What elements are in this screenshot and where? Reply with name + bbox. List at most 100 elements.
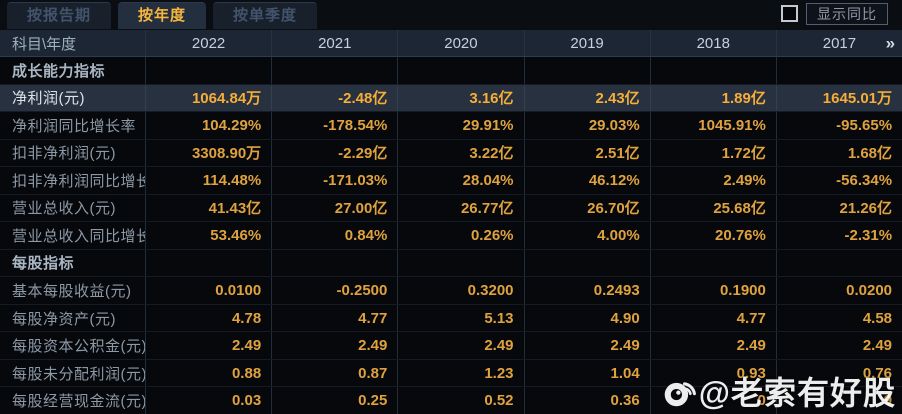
value-cell (649, 57, 776, 84)
value-cell: 25.68亿 (649, 194, 776, 222)
value-cell: 0.1900 (649, 277, 776, 304)
table-row: 每股资本公积金(元) 2.49 2.49 2.49 2.49 2.49 2.49 (0, 332, 902, 360)
table-row: 每股未分配利润(元) 0.88 0.87 1.23 1.04 0.93 0.76 (0, 359, 902, 388)
value-cell: 41.43亿 (145, 194, 271, 222)
row-label: 营业总收入同比增长率 (12, 227, 145, 245)
value-cell: 2.49 (649, 332, 776, 359)
row-label: 基本每股收益(元) (12, 283, 132, 301)
table-row: 扣非净利润同比增长率114.48%-171.03%28.04%46.12%2.4… (0, 167, 902, 195)
tab-by-quarter[interactable]: 按单季度 (213, 2, 318, 29)
value-cell: -56.34% (775, 167, 902, 194)
value-cell: 21.26亿 (775, 194, 902, 222)
value-cell: 29.91% (397, 112, 523, 139)
table-row: 每股净资产(元) 4.78 4.77 5.13 4.90 4.77 4.58 (0, 304, 902, 333)
value-cell (271, 249, 397, 277)
row-label: 净利润(元) (12, 90, 85, 108)
financials-table: 科目\年度 2022 2021 2020 2019 2018 2017» 成长能力指标 净利… (0, 30, 902, 414)
year-column-header: 2018 (649, 30, 776, 56)
section-row: 每股指标 (0, 249, 902, 278)
value-cell: 2.49% (649, 167, 776, 194)
value-cell (649, 249, 776, 277)
value-cell: 1.68亿 (775, 139, 902, 167)
value-cell: 1.72亿 (649, 139, 776, 167)
tab-by-year[interactable]: 按年度 (118, 2, 207, 29)
value-cell: 29.03% (523, 112, 650, 139)
value-cell: 2.49 (271, 332, 397, 359)
value-cell: 1064.84万 (145, 84, 271, 112)
value-cell: 0.76 (775, 359, 902, 387)
tab-by-report-period[interactable]: 按报告期 (7, 2, 112, 29)
value-cell: 1045.91% (649, 112, 776, 139)
value-cell: -2.31% (775, 222, 902, 249)
value-cell: 0.87 (271, 359, 397, 387)
value-cell: 0.25 (271, 387, 397, 414)
table-row: 营业总收入(元) 41.43亿 27.00亿 26.77亿 26.70亿 25.68亿 21… (0, 194, 902, 223)
value-cell: 46.12% (523, 167, 650, 194)
value-cell: -2.48亿 (271, 84, 397, 112)
value-cell: 0.26% (397, 222, 523, 249)
year-column-header: 2022 (145, 30, 271, 56)
value-cell: 5.13 (397, 304, 523, 332)
value-cell: 2.49 (523, 332, 650, 359)
value-cell: 1.89亿 (649, 84, 776, 112)
value-cell: 20.76% (649, 222, 776, 249)
show-yoy-button[interactable]: 显示同比 (806, 3, 888, 25)
row-label: 每股资本公积金(元) (12, 338, 145, 356)
value-cell: 2.43亿 (523, 84, 650, 112)
row-label: 扣非净利润(元) (12, 145, 116, 163)
value-cell: 0 (649, 387, 776, 414)
value-cell: 0.0100 (145, 277, 271, 304)
table-row: 基本每股收益(元) 0.0100 -0.2500 0.3200 0.2493 0.1900… (0, 277, 902, 305)
row-label: 净利润同比增长率 (12, 117, 137, 135)
value-cell: 4.00% (523, 222, 650, 249)
value-cell: 3.16亿 (397, 84, 523, 112)
value-cell: 0.36 (523, 387, 650, 414)
row-label: 营业总收入(元) (12, 200, 116, 218)
value-cell: 0.84% (271, 222, 397, 249)
value-cell: 4.77 (649, 304, 776, 332)
value-cell (271, 57, 397, 84)
value-cell: 2.49 (775, 332, 902, 359)
value-cell: 2.51亿 (523, 139, 650, 167)
value-cell: 2.49 (397, 332, 523, 359)
value-cell: 4.78 (145, 304, 271, 332)
more-years-icon[interactable]: » (885, 33, 896, 53)
value-cell: -95.65% (775, 112, 902, 139)
value-cell (397, 249, 523, 277)
value-cell: 2.49 (145, 332, 271, 359)
row-label: 每股经营现金流(元) (12, 393, 145, 411)
value-cell: 4.58 (775, 304, 902, 332)
value-cell: -171.03% (271, 167, 397, 194)
value-cell: 9 (775, 387, 902, 414)
row-label: 每股未分配利润(元) (12, 365, 145, 383)
row-label: 每股净资产(元) (12, 310, 116, 328)
value-cell: 28.04% (397, 167, 523, 194)
value-cell (523, 249, 650, 277)
value-cell: 4.90 (523, 304, 650, 332)
year-column-header: 2019 (523, 30, 650, 56)
table-header-row: 科目\年度 2022 2021 2020 2019 2018 2017» (0, 30, 902, 57)
row-label: 扣非净利润同比增长率 (12, 172, 145, 190)
value-cell: 0.88 (145, 359, 271, 387)
value-cell (397, 57, 523, 84)
value-cell: 0.03 (145, 387, 271, 414)
value-cell: 0.93 (649, 359, 776, 387)
value-cell: 1645.01万 (775, 84, 902, 112)
value-cell: 27.00亿 (271, 194, 397, 222)
period-tabbar: 按报告期 按年度 按单季度 显示同比 (0, 0, 902, 30)
row-label: 每股指标 (12, 255, 75, 273)
table-row: 净利润同比增长率 104.29% -178.54% 29.91% 29.03% 1045.… (0, 112, 902, 140)
value-cell: 3.22亿 (397, 139, 523, 167)
corner-header-cell: 科目\年度 (12, 35, 77, 53)
value-cell: 1.23 (397, 359, 523, 387)
show-yoy-checkbox[interactable] (781, 5, 798, 22)
section-row: 成长能力指标 (0, 57, 902, 85)
value-cell: 26.77亿 (397, 194, 523, 222)
table-row: 每股经营现金流(元) 0.03 0.25 0.52 0.36 0 9 (0, 387, 902, 414)
year-column-header: 2021 (271, 30, 397, 56)
value-cell (145, 57, 271, 84)
value-cell (775, 249, 902, 277)
value-cell: 0.52 (397, 387, 523, 414)
table-row: 营业总收入同比增长率53.46%0.84%0.26%4.00%20.76%-2.… (0, 222, 902, 250)
